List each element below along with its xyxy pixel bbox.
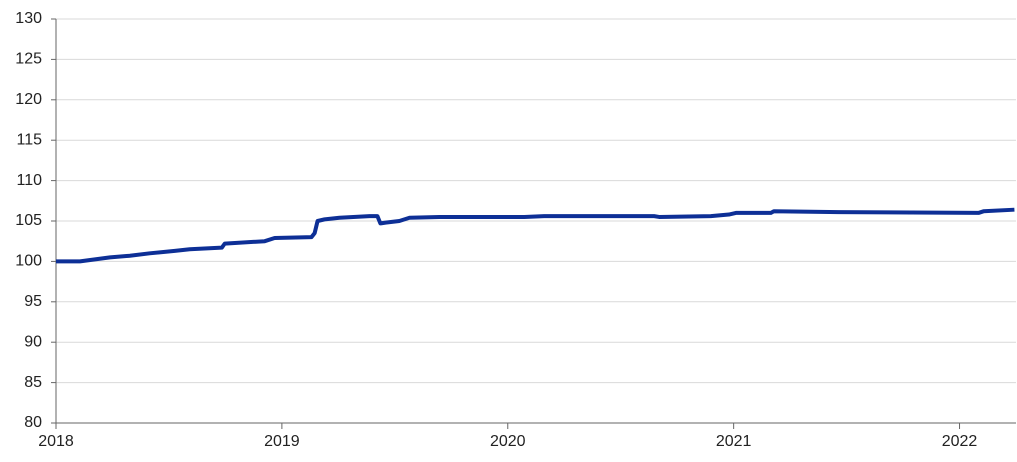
y-tick-label: 90 — [24, 333, 42, 350]
x-tick-label: 2018 — [38, 433, 74, 450]
x-tick-label: 2022 — [942, 433, 978, 450]
data-line — [56, 207, 1015, 264]
y-tick-label: 130 — [15, 10, 42, 27]
y-tick-label: 125 — [15, 51, 42, 68]
y-tick-label: 95 — [24, 293, 42, 310]
y-tick-label: 110 — [16, 172, 42, 189]
y-tick-label: 105 — [15, 212, 42, 229]
x-tick-label: 2021 — [716, 433, 752, 450]
y-tick-label: 120 — [15, 91, 42, 108]
y-tick-label: 80 — [24, 414, 42, 431]
x-tick-label: 2020 — [490, 433, 526, 450]
y-tick-label: 100 — [15, 253, 42, 270]
y-tick-label: 85 — [24, 374, 42, 391]
y-tick-label: 115 — [16, 131, 42, 148]
x-tick-label: 2019 — [264, 433, 300, 450]
